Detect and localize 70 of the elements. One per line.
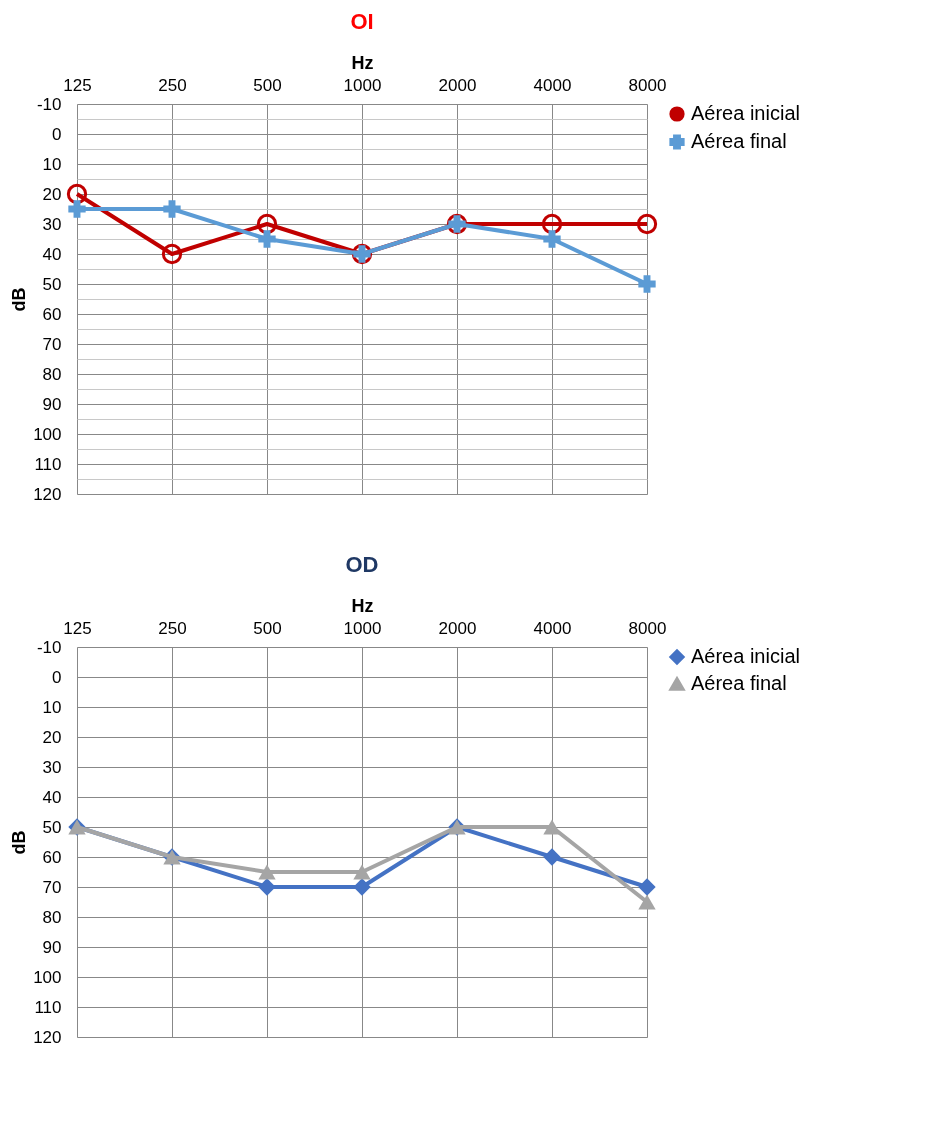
x-tick-label: 4000 — [533, 618, 572, 638]
legend-label: Aérea final — [691, 130, 787, 152]
y-tick-label: 60 — [42, 304, 62, 324]
x-tick-label: 250 — [158, 75, 187, 95]
x-axis-title: Hz — [351, 595, 374, 616]
point — [258, 230, 276, 248]
x-tick-label: 500 — [253, 618, 282, 638]
y-tick-label: 0 — [52, 124, 62, 144]
y-tick-label: 90 — [42, 937, 62, 957]
point — [543, 848, 561, 866]
chart-title: OI — [350, 9, 374, 34]
x-tick-label: 125 — [63, 75, 92, 95]
y-tick-label: 70 — [42, 334, 62, 354]
y-tick-label: 40 — [42, 244, 62, 264]
y-tick-label: 40 — [42, 787, 62, 807]
point — [66, 183, 88, 205]
x-axis-title: Hz — [351, 52, 374, 73]
chart-title: OD — [345, 552, 379, 577]
y-tick-label: 50 — [42, 817, 62, 837]
x-tick-label: 500 — [253, 75, 282, 95]
x-tick-label: 1000 — [343, 75, 382, 95]
point — [541, 213, 563, 235]
y-tick-label: -10 — [36, 637, 62, 657]
y-tick-label: 20 — [42, 727, 62, 747]
point — [353, 878, 371, 896]
legend-label: Aérea final — [691, 672, 787, 694]
point — [353, 864, 371, 880]
x-tick-label: 250 — [158, 618, 187, 638]
x-tick-label: 8000 — [628, 618, 667, 638]
y-tick-label: 10 — [42, 697, 62, 717]
x-tick-label: 4000 — [533, 75, 572, 95]
y-tick-label: 120 — [33, 484, 62, 504]
y-axis-title: dB — [9, 287, 30, 312]
point — [256, 213, 278, 235]
y-tick-label: 80 — [42, 364, 62, 384]
y-axis-title: dB — [9, 830, 30, 855]
y-tick-label: 70 — [42, 877, 62, 897]
y-tick-label: -10 — [36, 94, 62, 114]
y-tick-label: 0 — [52, 667, 62, 687]
point — [258, 864, 276, 880]
point — [638, 894, 656, 910]
point — [258, 878, 276, 896]
point — [638, 878, 656, 896]
y-tick-label: 120 — [33, 1027, 62, 1047]
x-tick-label: 8000 — [628, 75, 667, 95]
y-tick-label: 50 — [42, 274, 62, 294]
legend-label: Aérea inicial — [691, 645, 800, 667]
point — [161, 243, 183, 265]
y-tick-label: 100 — [33, 424, 62, 444]
x-tick-label: 125 — [63, 618, 92, 638]
point — [68, 200, 86, 218]
y-tick-label: 20 — [42, 184, 62, 204]
point — [636, 213, 658, 235]
x-tick-label: 2000 — [438, 618, 477, 638]
y-tick-label: 60 — [42, 847, 62, 867]
y-tick-label: 10 — [42, 154, 62, 174]
point — [543, 230, 561, 248]
y-tick-label: 80 — [42, 907, 62, 927]
x-tick-label: 1000 — [343, 618, 382, 638]
point — [543, 819, 561, 835]
point — [638, 275, 656, 293]
point — [163, 200, 181, 218]
y-tick-label: 110 — [34, 997, 62, 1017]
y-tick-label: 90 — [42, 394, 62, 414]
y-tick-label: 100 — [33, 967, 62, 987]
y-tick-label: 110 — [34, 454, 62, 474]
x-tick-label: 2000 — [438, 75, 477, 95]
y-tick-label: 30 — [42, 214, 62, 234]
legend-label: Aérea inicial — [691, 102, 800, 124]
y-tick-label: 30 — [42, 757, 62, 777]
